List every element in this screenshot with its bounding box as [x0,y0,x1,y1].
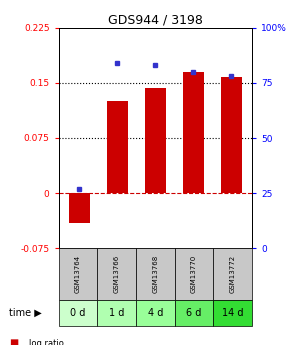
Text: GSM13766: GSM13766 [114,255,120,293]
Bar [97,248,136,300]
Bar [175,248,213,300]
Text: GSM13768: GSM13768 [152,255,158,293]
Text: 4 d: 4 d [148,308,163,318]
Bar [97,300,136,326]
Text: ■: ■ [9,338,18,345]
Bar [213,300,252,326]
Bar [59,300,97,326]
Bar [213,248,252,300]
Text: 14 d: 14 d [222,308,243,318]
Text: 1 d: 1 d [109,308,124,318]
Text: log ratio: log ratio [29,339,64,345]
Text: 0 d: 0 d [70,308,86,318]
Bar [175,300,213,326]
Bar [136,300,175,326]
Text: 6 d: 6 d [186,308,202,318]
Bar [69,193,90,223]
Bar [183,72,204,193]
Title: GDS944 / 3198: GDS944 / 3198 [108,13,203,27]
Bar [221,77,241,193]
Bar [107,101,128,193]
Bar [145,88,166,193]
Text: GSM13772: GSM13772 [230,255,236,293]
Bar [59,248,97,300]
Text: GSM13764: GSM13764 [75,255,81,293]
Bar [136,248,175,300]
Text: GSM13770: GSM13770 [191,255,197,293]
Text: time ▶: time ▶ [9,308,42,318]
